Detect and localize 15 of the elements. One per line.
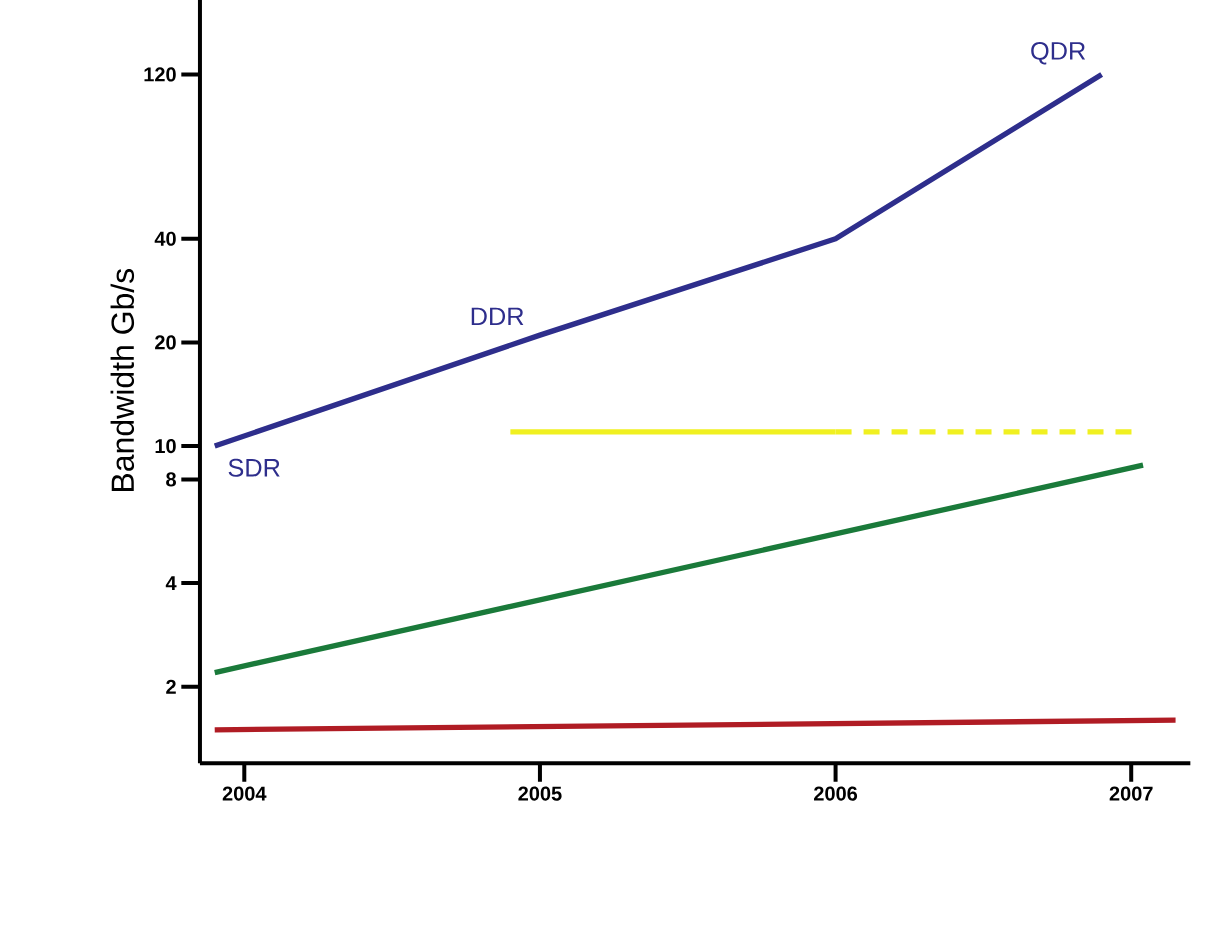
x-tick-label: 2006 <box>814 786 858 801</box>
y-tick-label: 120 <box>144 67 176 82</box>
y-tick-label: 20 <box>155 335 176 350</box>
annotation: QDR <box>1031 42 1086 65</box>
y-tick-label: 2 <box>166 679 176 694</box>
y-tick-label: 10 <box>155 439 176 454</box>
x-tick-label: 2005 <box>518 786 562 801</box>
annotation: DDR <box>471 307 524 326</box>
y-tick-label: 40 <box>154 231 176 246</box>
annotation: SDR <box>228 458 280 477</box>
x-tick-label: 2004 <box>222 786 267 801</box>
x-tick-label: 2007 <box>1109 786 1153 801</box>
y-axis-title: Bandwidth Gb/s <box>110 269 135 492</box>
y-tick-label: 4 <box>165 576 177 591</box>
y-tick-label: 8 <box>166 472 176 487</box>
